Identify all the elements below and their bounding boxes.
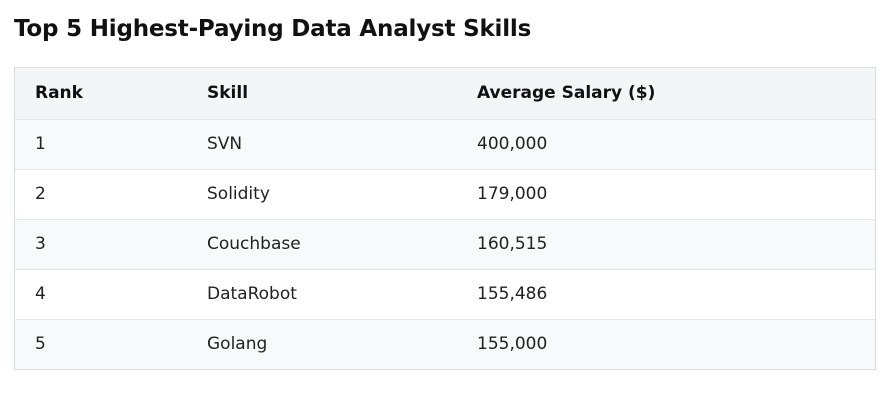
table-row: 2 Solidity 179,000 <box>15 169 875 219</box>
cell-salary: 179,000 <box>477 184 548 204</box>
table-row: 4 DataRobot 155,486 <box>15 269 875 319</box>
cell-skill: Couchbase <box>207 234 301 254</box>
cell-salary: 160,515 <box>477 234 548 254</box>
table-header: Rank Skill Average Salary ($) <box>15 68 875 120</box>
table-row: 1 SVN 400,000 <box>15 119 875 169</box>
table-row: 3 Couchbase 160,515 <box>15 219 875 269</box>
cell-rank: 1 <box>35 134 46 154</box>
cell-rank: 3 <box>35 234 46 254</box>
cell-skill: Golang <box>207 334 268 355</box>
skills-table-container: Rank Skill Average Salary ($) 1 SVN 400,… <box>14 67 876 370</box>
cell-rank: 4 <box>35 284 46 304</box>
header-rank: Rank <box>15 68 187 120</box>
cell-rank: 2 <box>35 184 46 204</box>
cell-skill: SVN <box>207 134 243 154</box>
header-row: Rank Skill Average Salary ($) <box>15 68 875 120</box>
cell-salary: 155,000 <box>477 334 548 355</box>
table-row: 5 Golang 155,000 <box>15 319 875 369</box>
cell-skill: DataRobot <box>207 284 297 304</box>
cell-salary: 155,486 <box>477 284 548 304</box>
cell-salary: 400,000 <box>477 134 548 154</box>
skills-table: Rank Skill Average Salary ($) 1 SVN 400,… <box>15 68 875 369</box>
header-skill: Skill <box>187 68 457 120</box>
cell-skill: Solidity <box>207 184 270 204</box>
page-title: Top 5 Highest-Paying Data Analyst Skills <box>14 16 532 42</box>
table-body: 1 SVN 400,000 2 Solidity 179,000 3 Couch… <box>15 119 875 369</box>
header-salary: Average Salary ($) <box>457 68 875 120</box>
cell-rank: 5 <box>35 334 46 355</box>
